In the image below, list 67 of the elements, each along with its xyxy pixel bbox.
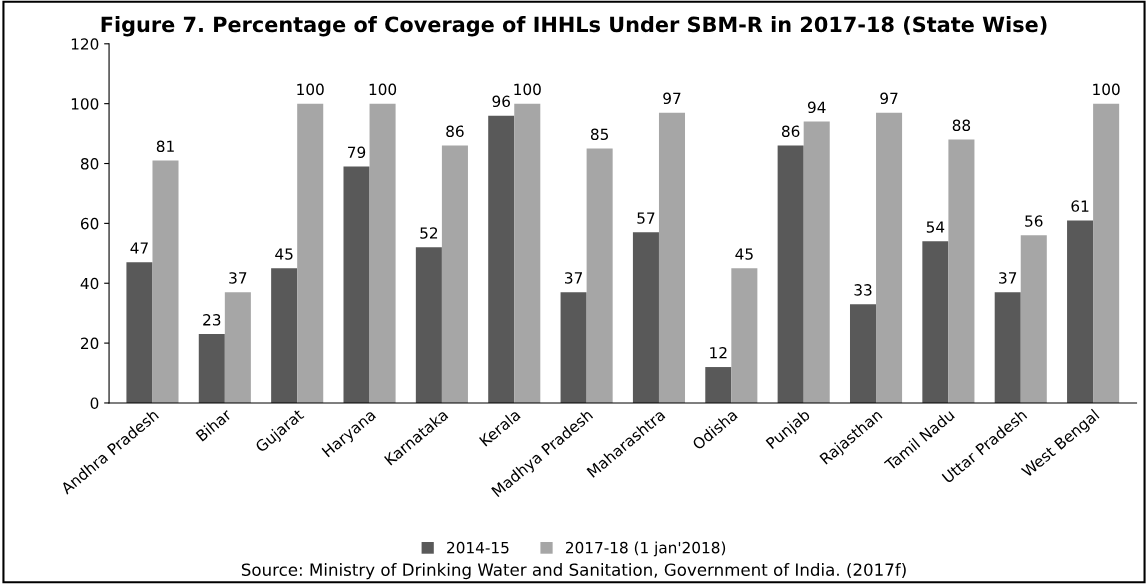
y-tick-label: 40 [80, 277, 99, 290]
data-label: 86 [781, 125, 800, 138]
data-label: 47 [130, 242, 148, 254]
y-tick-label: 0 [90, 397, 99, 409]
data-label: 100 [297, 83, 324, 96]
data-label: 88 [952, 119, 971, 132]
y-tick-label: 20 [81, 337, 99, 350]
y-tick-label: 60 [80, 217, 99, 230]
bar [1093, 103, 1120, 403]
data-label: 45 [275, 248, 293, 260]
bar [271, 268, 298, 403]
bar [876, 112, 903, 403]
bar [488, 115, 515, 403]
bar [1067, 220, 1094, 403]
bar [803, 121, 830, 403]
bar [415, 247, 442, 403]
source-note: Source: Ministry of Drinking Water and Sanitation, Government of India. (2017f) [241, 563, 906, 580]
data-label: 97 [663, 92, 681, 105]
data-label: 81 [156, 140, 174, 153]
data-label: 94 [807, 101, 826, 114]
data-label: 45 [735, 248, 753, 260]
data-label: 100 [369, 83, 397, 96]
bar [369, 103, 396, 403]
bar [586, 148, 613, 403]
bar [922, 241, 949, 403]
legend-label: 2017-18 (1 jan'2018) [565, 541, 726, 557]
data-label: 12 [710, 346, 727, 359]
data-label: 79 [348, 146, 366, 158]
data-label: 54 [926, 221, 945, 233]
data-label: 61 [1071, 200, 1089, 212]
bar [224, 292, 251, 403]
data-label: 52 [420, 227, 438, 239]
data-label: 56 [1025, 215, 1043, 227]
y-tick-label: 80 [80, 157, 99, 170]
data-label: 37 [229, 272, 247, 284]
bar [126, 262, 153, 403]
legend-label: 2014-15 [447, 541, 509, 554]
bar [1020, 235, 1047, 403]
bar [441, 145, 468, 403]
bar [343, 166, 370, 403]
y-tick-label: 120 [71, 38, 99, 50]
data-label: 97 [880, 92, 898, 105]
data-label: 96 [492, 95, 510, 108]
bar [731, 268, 758, 403]
y-tick-label: 100 [71, 98, 99, 110]
bar [948, 139, 975, 403]
data-label: 33 [854, 284, 872, 296]
bar [514, 103, 541, 403]
data-label: 100 [514, 83, 541, 96]
data-label: 100 [1093, 83, 1120, 96]
bar [632, 232, 659, 403]
data-label: 57 [637, 212, 655, 224]
data-label: 37 [565, 272, 582, 284]
bar [198, 334, 225, 403]
bar [152, 160, 179, 403]
bar [994, 292, 1021, 403]
data-label: 23 [203, 314, 221, 326]
bar [560, 292, 587, 403]
data-label: 85 [590, 128, 609, 141]
chart-title: Figure 7. Percentage of Coverage of IHHLs Under SBM-R in 2017-18 (State Wise) [101, 16, 1047, 37]
data-label: 37 [999, 272, 1017, 284]
bar [777, 145, 804, 403]
bar [705, 367, 732, 403]
data-label: 86 [446, 125, 464, 138]
bar [297, 103, 324, 403]
bar [849, 304, 877, 403]
bar [658, 112, 686, 403]
